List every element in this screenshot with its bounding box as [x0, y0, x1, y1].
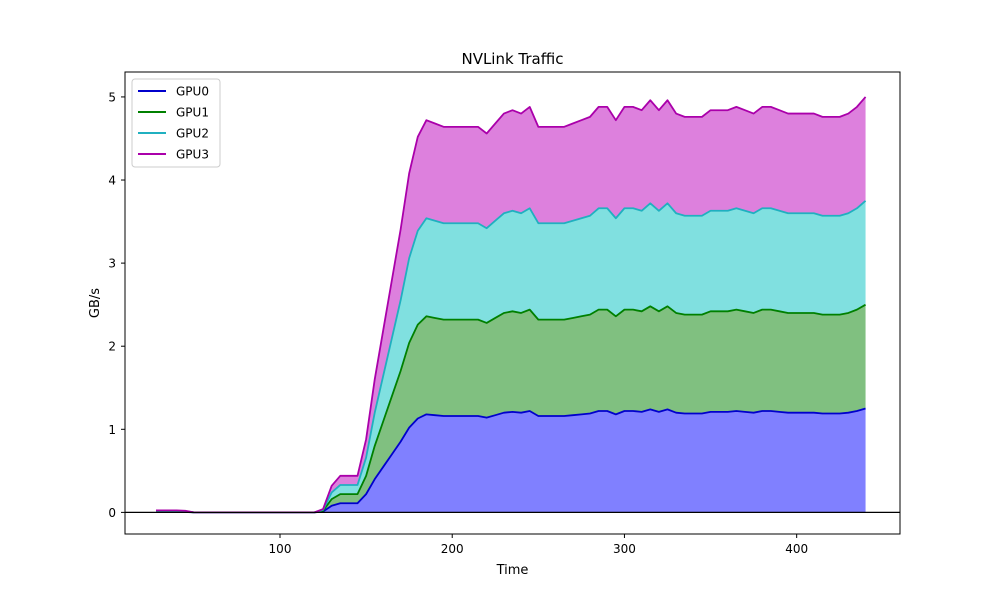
series-areas [156, 96, 866, 513]
y-tick-label: 3 [108, 257, 116, 271]
x-tick-label: 300 [613, 542, 636, 556]
y-tick-label: 1 [108, 423, 116, 437]
plot-frame [124, 71, 901, 535]
area-gpu2 [156, 200, 866, 513]
legend: GPU0 GPU1 GPU2 GPU3 [131, 78, 221, 168]
y-tick-label: 5 [108, 90, 116, 104]
area-gpu1 [156, 304, 866, 513]
x-tick-label: 200 [441, 542, 464, 556]
legend-box [131, 78, 221, 168]
legend-label-gpu1: GPU1 [176, 106, 209, 120]
x-tick-label: 100 [269, 542, 292, 556]
legend-label-gpu3: GPU3 [176, 148, 209, 162]
legend-label-gpu2: GPU2 [176, 127, 209, 141]
x-tick-label: 400 [785, 542, 808, 556]
x-axis-label: Time [496, 563, 529, 578]
area-gpu3 [156, 96, 866, 513]
y-tick-label: 2 [108, 340, 116, 354]
legend-label-gpu0: GPU0 [176, 85, 209, 99]
x-axis: 100 200 300 400 [269, 534, 808, 556]
y-tick-label: 4 [108, 174, 116, 188]
area-gpu0 [156, 408, 866, 513]
y-axis-label: GB/s [88, 288, 103, 318]
y-tick-label: 0 [108, 506, 116, 520]
chart-title: NVLink Traffic [461, 50, 563, 68]
y-axis: 0 1 2 3 4 5 [108, 90, 125, 520]
